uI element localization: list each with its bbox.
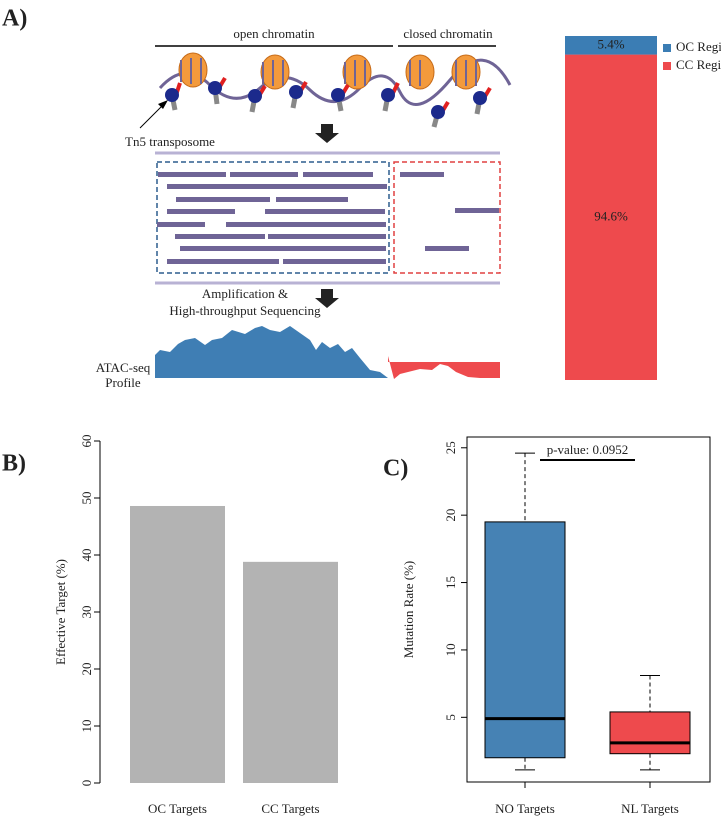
bar-segment — [565, 54, 657, 381]
y-axis-title: Mutation Rate (%) — [401, 561, 416, 658]
bar — [130, 505, 225, 783]
legend-label: OC Region — [676, 39, 721, 54]
panel-label: C) — [383, 456, 408, 482]
value-label: 5.4% — [597, 36, 624, 51]
y-tick-label: 10 — [79, 720, 94, 733]
box — [609, 711, 691, 755]
y-tick-label: 15 — [443, 576, 458, 589]
box — [484, 521, 566, 759]
x-tick-label: OC Targets — [148, 801, 207, 816]
amplification-label: Amplification & — [202, 286, 288, 301]
plot-frame — [466, 436, 711, 783]
legend-swatch — [663, 62, 671, 70]
x-tick-label: NO Targets — [495, 801, 555, 816]
x-tick-label: CC Targets — [261, 801, 319, 816]
y-tick-label: 40 — [79, 549, 94, 562]
y-tick-label: 0 — [79, 780, 94, 787]
tn5-label: Tn5 transposome — [125, 134, 215, 149]
value-label: 94.6% — [594, 208, 628, 223]
y-tick-label: 20 — [443, 509, 458, 522]
legend-label: CC Region — [676, 57, 721, 72]
sequencing-label: High-throughput Sequencing — [169, 303, 321, 318]
y-tick-label: 20 — [79, 663, 94, 676]
legend-swatch — [663, 44, 671, 52]
y-tick-label: 25 — [443, 441, 458, 454]
profile-label: ATAC-seq — [96, 360, 151, 375]
panel-label: B) — [2, 451, 26, 477]
y-tick-label: 10 — [443, 643, 458, 656]
profile-label: Profile — [105, 375, 141, 390]
y-tick-label: 5 — [443, 714, 458, 721]
annotation: p-value: 0.0952 — [547, 442, 629, 457]
y-tick-label: 50 — [79, 492, 94, 505]
chromatin-diagram: open chromatin closed chromatin Tn5 tran… — [96, 26, 512, 390]
open-chromatin-label: open chromatin — [233, 26, 315, 41]
closed-chromatin-label: closed chromatin — [403, 26, 493, 41]
y-tick-label: 60 — [79, 435, 94, 448]
y-axis-title: Effective Target (%) — [53, 559, 68, 665]
bar-segment — [565, 36, 657, 55]
y-tick-label: 30 — [79, 606, 94, 619]
panel-label: A) — [2, 6, 27, 32]
x-tick-label: NL Targets — [621, 801, 679, 816]
bar — [243, 561, 338, 783]
